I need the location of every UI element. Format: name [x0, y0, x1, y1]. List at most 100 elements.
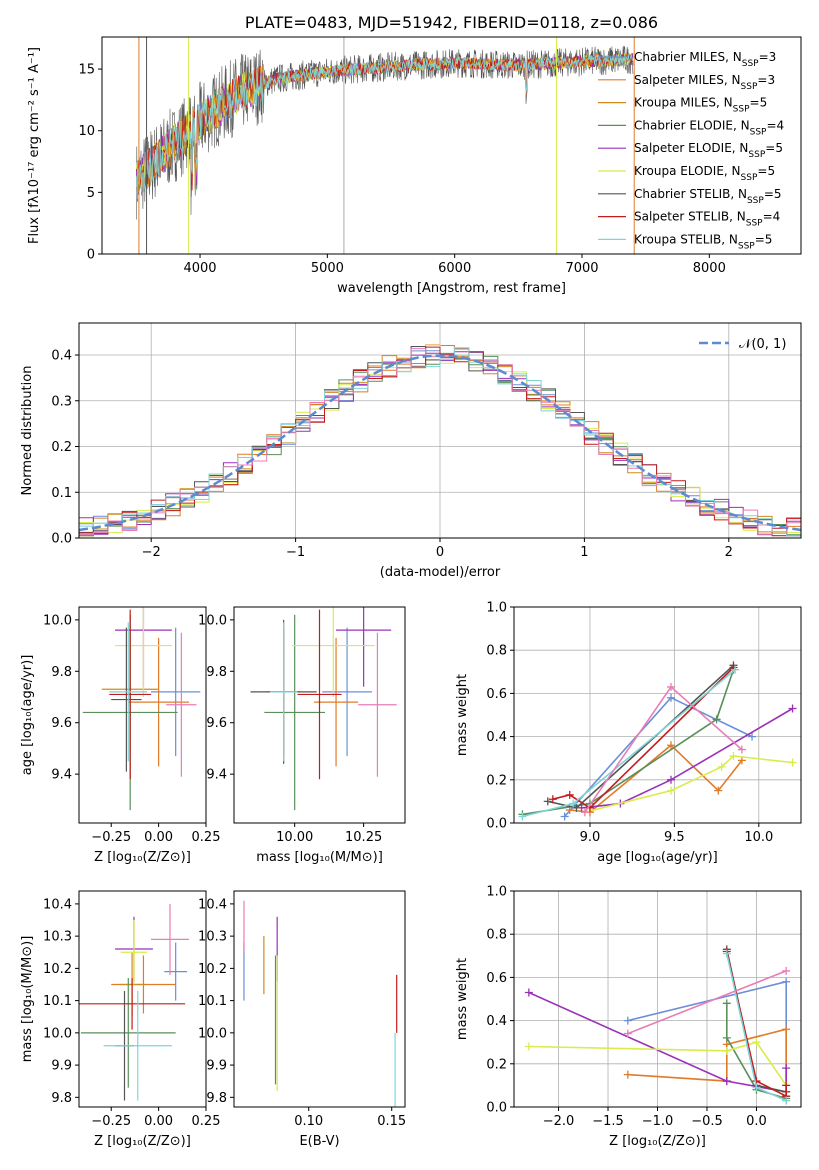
spectrum-line: [136, 46, 634, 220]
x-tick-label: 7000: [565, 261, 598, 276]
data-point: [748, 732, 757, 741]
errorbar-point: [79, 978, 186, 1030]
y-tick-label: 9.4: [206, 768, 227, 783]
y-tick-label: 15: [78, 63, 95, 78]
y-tick-label: 9.8: [206, 665, 227, 680]
errorbar-point: [151, 627, 201, 757]
legend-label: 𝒩(0, 1): [739, 337, 786, 352]
data-point: [782, 977, 791, 986]
data-point: [782, 966, 791, 975]
x-tick-label: 10.25: [345, 830, 382, 845]
data-point: [560, 812, 569, 821]
y-axis-label: Normed distribution: [20, 366, 35, 496]
y-axis-label: Flux [fλ10⁻¹⁷ erg cm⁻² s⁻¹ A⁻¹]: [27, 47, 42, 244]
y-tick-label: 10.0: [198, 1026, 227, 1041]
data-point: [752, 1038, 761, 1047]
y-axis-label: mass weight: [455, 958, 470, 1040]
x-axis-label: wavelength [Angstrom, rest frame]: [337, 281, 566, 296]
y-tick-label: 1.0: [486, 885, 507, 900]
y-tick-label: 5: [87, 186, 95, 201]
data-point: [524, 1042, 533, 1051]
spectrum-line: [136, 54, 634, 199]
x-tick-label: 0.00: [144, 1114, 173, 1129]
y-axis-label: age [log₁₀(age/yr)]: [20, 655, 35, 776]
errorbar-point: [297, 609, 342, 780]
legend-label: Kroupa ELODIE, NSSP=5: [634, 164, 775, 183]
y-axis-label: mass weight: [455, 674, 470, 756]
series-line: [564, 696, 753, 818]
data-point: [714, 786, 723, 795]
data-point: [569, 799, 578, 808]
data-point: [580, 808, 589, 817]
axes-4: 9.0 9.5 10.0 0.0 0.2 0.4 0.6 0.8 1.0 age [log₁₀(a…: [455, 601, 802, 865]
axes-frame: [78, 322, 802, 539]
x-tick-label: −0.25: [91, 830, 131, 845]
y-tick-label: 10.0: [43, 1026, 72, 1041]
errorbar-point: [115, 607, 172, 697]
histogram-step: [79, 346, 801, 535]
y-tick-label: 9.9: [51, 1059, 72, 1074]
series-line: [581, 707, 794, 809]
x-axis-label: Z [log₁₀(Z/Z⊙)]: [94, 850, 191, 865]
axes-frame: [101, 36, 802, 255]
x-axis-label: mass [log₁₀(M/M⊙)]: [256, 850, 383, 865]
y-tick-label: 0.6: [486, 687, 507, 702]
y-tick-label: 0.4: [486, 1014, 507, 1029]
x-tick-label: 0.0: [746, 1114, 767, 1129]
normal-curve: [78, 354, 802, 532]
data-point: [717, 762, 726, 771]
y-tick-label: 10.2: [43, 962, 72, 977]
data-point: [667, 693, 676, 702]
x-tick-label: −0.5: [691, 1114, 723, 1129]
data-point: [667, 786, 676, 795]
y-tick-label: 0.4: [486, 730, 507, 745]
data-point: [731, 665, 740, 674]
y-tick-label: 10.0: [198, 613, 227, 628]
errorbar-point: [336, 607, 392, 687]
x-tick-label: 4000: [183, 261, 216, 276]
axes-6: 0.10 0.15 9.8 9.9 10.0 10.1 10.2 10.3 10.4 E(B-V): [198, 890, 406, 1149]
y-axis-label: mass [log₁₀(M/M⊙)]: [20, 936, 35, 1063]
x-tick-label: 10.0: [744, 830, 773, 845]
x-tick-label: 0.10: [294, 1114, 323, 1129]
x-tick-label: −1.5: [592, 1114, 624, 1129]
legend-label: Kroupa MILES, NSSP=5: [634, 96, 767, 115]
series-line: [584, 755, 793, 813]
y-tick-label: 10.0: [43, 613, 72, 628]
x-tick-label: 0: [436, 545, 444, 560]
errorbar-point: [358, 632, 397, 777]
y-tick-label: 0.0: [51, 532, 72, 547]
errorbar-point: [109, 622, 148, 762]
errorbar-point: [80, 978, 176, 1088]
data-point: [667, 775, 676, 784]
x-axis-label: age [log₁₀(age/yr)]: [597, 850, 718, 865]
errorbar-point: [322, 627, 372, 757]
errorbar-point: [313, 637, 359, 767]
errorbar-point: [111, 627, 142, 772]
data-point: [752, 1083, 761, 1092]
data-point: [788, 704, 797, 713]
y-tick-label: 0.1: [51, 486, 72, 501]
y-tick-label: 10.2: [198, 962, 227, 977]
data-point: [722, 1046, 731, 1055]
x-tick-label: 0.25: [192, 1114, 221, 1129]
x-tick-label: 9.5: [664, 830, 685, 845]
x-tick-label: 10.00: [276, 830, 313, 845]
axes-frame: [233, 606, 406, 824]
data-point: [623, 1029, 632, 1038]
data-point: [782, 1064, 791, 1073]
y-tick-label: 0: [87, 248, 95, 263]
y-tick-label: 10.1: [198, 994, 227, 1009]
series-line: [627, 970, 787, 1035]
x-tick-label: 9.0: [580, 830, 601, 845]
legend-label: Salpeter ELODIE, NSSP=5: [634, 141, 783, 160]
axes-frame: [78, 606, 207, 824]
y-tick-label: 9.9: [206, 1059, 227, 1074]
x-tick-label: 0.25: [192, 830, 221, 845]
y-tick-label: 9.4: [51, 768, 72, 783]
data-point: [729, 752, 738, 761]
errorbar-point: [103, 990, 172, 1101]
errorbar-point: [109, 609, 152, 780]
axes-frame: [78, 890, 207, 1108]
x-tick-label: 6000: [438, 261, 471, 276]
